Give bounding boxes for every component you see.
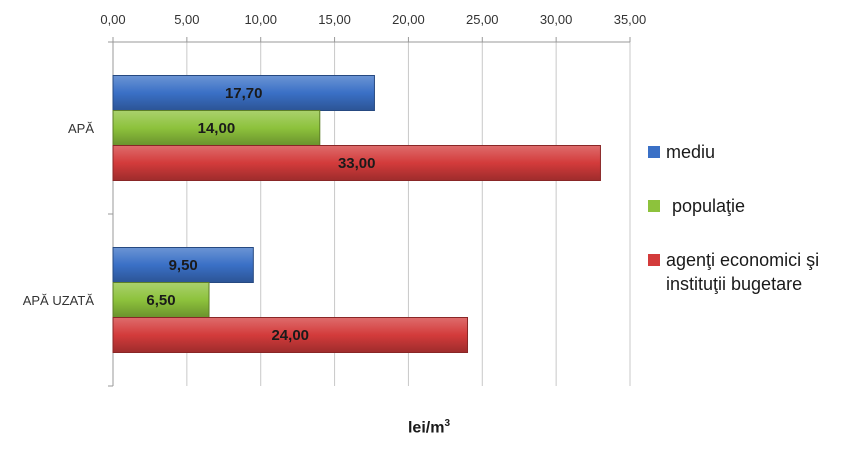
bar xyxy=(112,75,375,111)
x-axis-title: lei/m3 xyxy=(0,418,858,437)
data-label: 6,50 xyxy=(146,292,175,309)
bar xyxy=(112,282,210,318)
x-tick-label: 30,00 xyxy=(540,12,573,27)
x-axis-title-superscript: 3 xyxy=(444,418,451,429)
x-tick-label: 15,00 xyxy=(318,12,351,27)
bar xyxy=(112,317,469,353)
legend-swatch-populatie xyxy=(648,200,660,212)
legend-label-agenti: agenţi economici şi instituţii bugetare xyxy=(666,248,819,296)
x-tick-label: 20,00 xyxy=(392,12,425,27)
legend-item-populatie[interactable]: populaţie xyxy=(648,194,853,218)
bar xyxy=(112,247,254,283)
x-tick-label: 0,00 xyxy=(100,12,125,27)
bar xyxy=(112,110,321,146)
legend-label-agenti-line1: agenţi economici şi xyxy=(666,250,820,270)
x-tick-label: 25,00 xyxy=(466,12,499,27)
data-label: 33,00 xyxy=(338,155,376,172)
legend-label-agenti-line2: instituţii bugetare xyxy=(666,274,803,294)
legend-item-agenti[interactable]: agenţi economici şi instituţii bugetare xyxy=(648,248,853,296)
x-tick-label: 10,00 xyxy=(244,12,277,27)
legend: mediu populaţie agenţi economici şi inst… xyxy=(648,140,853,326)
data-label: 9,50 xyxy=(169,257,198,274)
data-label: 17,70 xyxy=(225,85,263,102)
category-label: APĂ UZATĂ xyxy=(23,293,95,308)
legend-label-populatie: populaţie xyxy=(672,196,746,216)
legend-swatch-mediu xyxy=(648,146,660,158)
bar xyxy=(112,145,601,181)
legend-swatch-agenti xyxy=(648,254,660,266)
legend-item-mediu[interactable]: mediu xyxy=(648,140,853,164)
x-axis-title-base: lei/m xyxy=(407,419,445,437)
data-label: 24,00 xyxy=(271,327,309,344)
legend-label-mediu: mediu xyxy=(666,142,716,162)
category-label: APĂ xyxy=(68,121,94,136)
x-tick-label: 35,00 xyxy=(614,12,647,27)
data-label: 14,00 xyxy=(198,120,236,137)
x-tick-label: 5,00 xyxy=(174,12,199,27)
